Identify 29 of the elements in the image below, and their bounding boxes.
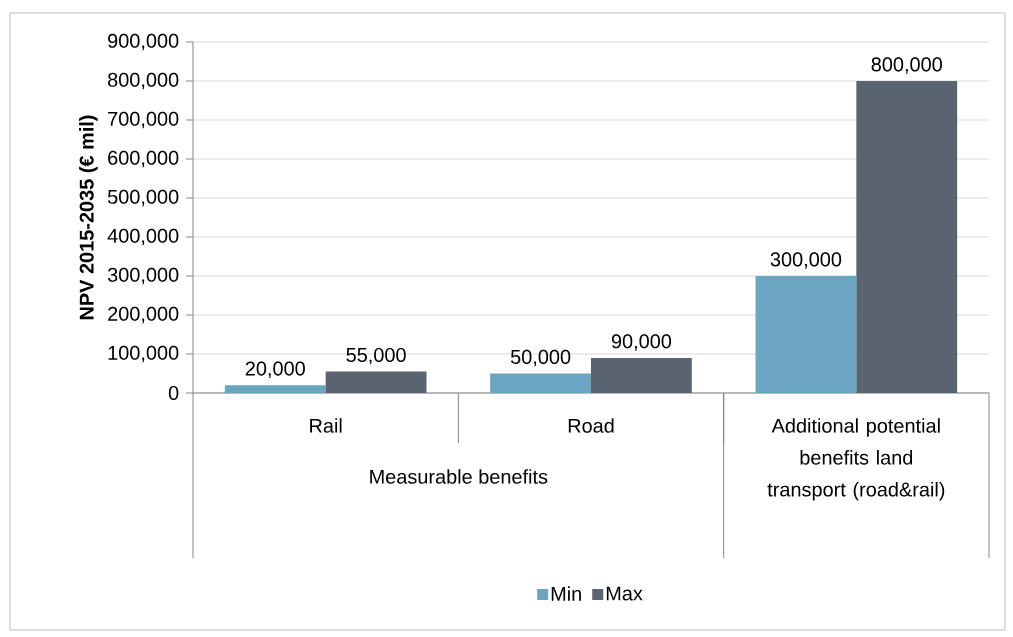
y-tick-label: 200,000 — [108, 306, 179, 324]
y-tick-label: 600,000 — [108, 150, 179, 168]
data-label: 50,000 — [510, 349, 571, 367]
y-tick-label: 100,000 — [108, 345, 179, 363]
text: Measurable benefits — [370, 469, 548, 484]
bar — [591, 357, 692, 393]
y-axis-title: NPV 2015-2035 (€ mil) — [79, 115, 98, 320]
y-tick-label: 900,000 — [108, 33, 179, 51]
x-tick-label: Rail — [310, 418, 342, 433]
bar — [224, 385, 326, 393]
x-tick-label: Additional potential benefits land transport (road&rail) — [767, 418, 945, 501]
y-tick-label: 300,000 — [107, 267, 179, 285]
bar — [325, 371, 427, 393]
bar — [755, 275, 857, 393]
data-label: 55,000 — [346, 347, 406, 365]
y-tick-label: 400,000 — [107, 228, 179, 246]
y-tick-label: 0 — [168, 385, 179, 401]
y-tick-label: 700,000 — [108, 111, 179, 129]
x-tick-label: Road — [568, 418, 614, 433]
data-label: 20,000 — [245, 361, 305, 378]
data-label: 300,000 — [770, 252, 842, 269]
legend-label: Min — [551, 586, 581, 601]
data-label: 800,000 — [871, 57, 942, 74]
bar — [856, 81, 958, 393]
y-tick-label: 800,000 — [108, 72, 179, 90]
data-label: 90,000 — [611, 334, 672, 351]
y-tick-label: 500,000 — [107, 189, 179, 207]
bar — [490, 373, 592, 393]
legend-label: Max — [606, 586, 643, 601]
